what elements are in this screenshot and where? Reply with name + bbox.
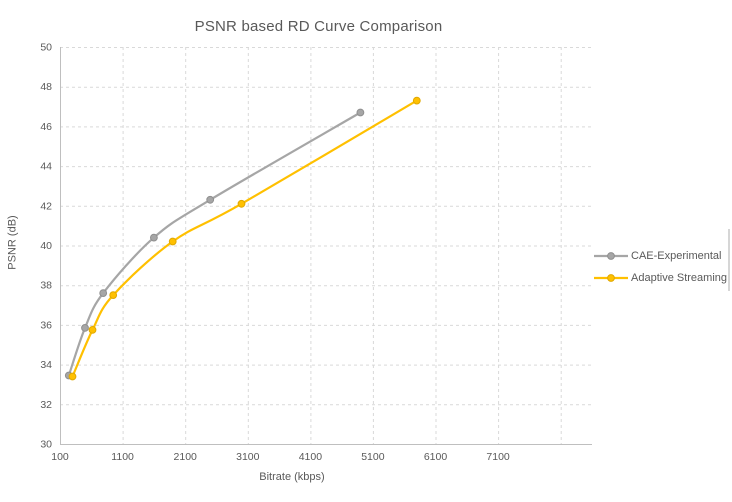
legend-line-marker-icon bbox=[594, 252, 628, 260]
data-point-marker[interactable] bbox=[412, 96, 421, 105]
axes bbox=[60, 47, 592, 445]
data-point-marker[interactable] bbox=[109, 291, 118, 300]
legend-label: Adaptive Streaming bbox=[631, 272, 727, 284]
legend-line-marker-icon bbox=[594, 274, 628, 282]
x-tick-label: 1100 bbox=[111, 451, 134, 463]
y-tick-label: 32 bbox=[40, 399, 52, 411]
y-tick-label: 34 bbox=[40, 359, 52, 371]
chart-legend: CAE-Experimental Adaptive Streaming bbox=[594, 245, 732, 289]
y-tick-label: 46 bbox=[40, 121, 52, 133]
x-axis-title: Bitrate (kbps) bbox=[259, 471, 325, 483]
data-point-marker[interactable] bbox=[237, 199, 246, 208]
tick-labels: 100 1100 2100 3100 4100 5100 6100 7100 30 32 34 36 3… bbox=[40, 42, 510, 464]
y-tick-label: 40 bbox=[40, 240, 52, 252]
gridlines bbox=[60, 47, 592, 444]
y-tick-label: 50 bbox=[40, 42, 52, 54]
chart-title: PSNR based RD Curve Comparison bbox=[194, 18, 443, 35]
x-tick-label: 3100 bbox=[236, 451, 260, 463]
x-tick-label: 4100 bbox=[299, 451, 323, 463]
series-cae-experimental[interactable] bbox=[64, 108, 365, 380]
series-line-adaptive-streaming[interactable] bbox=[71, 99, 418, 378]
y-tick-label: 30 bbox=[40, 439, 52, 451]
x-tick-label: 2100 bbox=[174, 451, 198, 463]
data-point-marker[interactable] bbox=[99, 289, 108, 298]
legend-item-adaptive-streaming[interactable]: Adaptive Streaming bbox=[594, 267, 732, 289]
y-tick-label: 48 bbox=[40, 81, 52, 93]
legend-label: CAE-Experimental bbox=[631, 250, 722, 262]
data-point-marker[interactable] bbox=[150, 233, 158, 242]
data-point-marker[interactable] bbox=[168, 237, 177, 246]
y-tick-label: 44 bbox=[40, 161, 52, 173]
data-point-marker[interactable] bbox=[68, 372, 77, 381]
data-point-marker[interactable] bbox=[356, 108, 365, 117]
series-line-cae-experimental[interactable] bbox=[67, 111, 362, 377]
window-edge-line bbox=[728, 229, 730, 291]
y-tick-label: 42 bbox=[40, 200, 52, 212]
series-adaptive-streaming[interactable] bbox=[68, 96, 421, 381]
x-tick-label: 6100 bbox=[424, 451, 448, 463]
x-tick-label: 100 bbox=[51, 451, 69, 463]
x-tick-label: 7100 bbox=[486, 451, 510, 463]
legend-item-cae-experimental[interactable]: CAE-Experimental bbox=[594, 245, 732, 267]
y-tick-label: 36 bbox=[40, 319, 52, 331]
data-point-marker[interactable] bbox=[81, 324, 89, 332]
y-tick-label: 38 bbox=[40, 280, 52, 292]
data-point-marker[interactable] bbox=[206, 195, 215, 204]
x-tick-label: 5100 bbox=[361, 451, 385, 463]
data-point-marker[interactable] bbox=[88, 326, 97, 334]
